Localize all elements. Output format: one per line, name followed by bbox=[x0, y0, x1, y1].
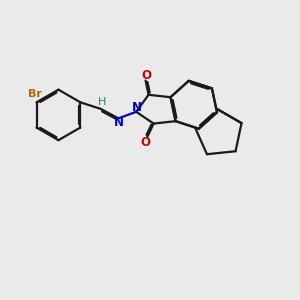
Text: N: N bbox=[132, 101, 142, 114]
Text: O: O bbox=[141, 69, 151, 82]
Text: H: H bbox=[98, 97, 106, 107]
Text: N: N bbox=[114, 116, 124, 129]
Text: Br: Br bbox=[28, 89, 42, 99]
Text: O: O bbox=[141, 136, 151, 149]
